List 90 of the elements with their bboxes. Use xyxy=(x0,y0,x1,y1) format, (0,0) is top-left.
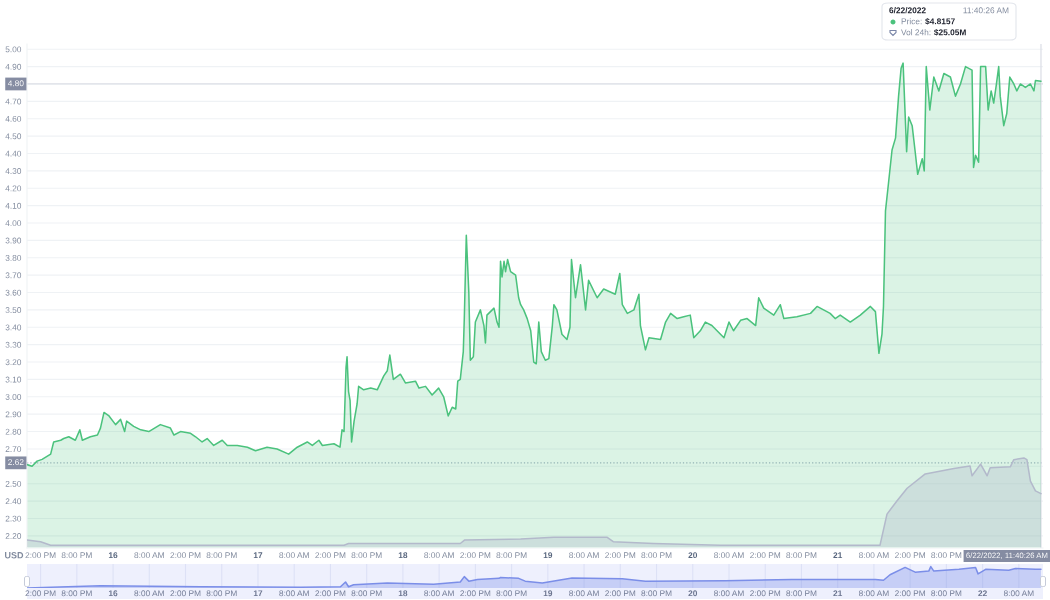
y-tick-label: 2.20 xyxy=(5,533,22,539)
x-tick-label: 8:00 PM xyxy=(61,552,92,559)
y-tick-label: 3.20 xyxy=(5,359,22,366)
x-tick-label: 8:00 AM xyxy=(134,552,164,559)
x-tick-label: 8:00 PM xyxy=(931,590,962,597)
y-tick-label: 3.40 xyxy=(5,324,22,331)
text: $25.05M xyxy=(934,28,966,36)
y-tick-label: 3.90 xyxy=(5,237,22,244)
y-tick-label: 2.30 xyxy=(5,515,22,522)
x-tick-label: 17 xyxy=(253,552,263,559)
x-tick-label: 2:00 PM xyxy=(170,590,201,597)
x-tick-label: 8:00 AM xyxy=(279,552,309,559)
x-tick-label: 8:00 AM xyxy=(424,552,454,559)
text: $4.8157 xyxy=(925,17,955,25)
x-tick-label: 8:00 AM xyxy=(1003,590,1034,597)
y-tick-label: 4.00 xyxy=(5,220,22,227)
y-tick-label: 4.20 xyxy=(5,185,22,192)
y-tick-label: 2.50 xyxy=(5,480,22,487)
y-tick-label: 3.80 xyxy=(5,254,22,261)
y-tick-label: 2.90 xyxy=(5,411,22,418)
x-tick-label: 8:00 PM xyxy=(351,590,382,597)
y-tick-label: 3.60 xyxy=(5,289,22,296)
y-tick-label: 2.40 xyxy=(5,498,22,505)
x-tick-label: 8:00 AM xyxy=(134,590,164,597)
x-tick-label: 8:00 PM xyxy=(61,590,92,597)
x-tick-label: 8:00 AM xyxy=(424,590,454,597)
y-tick-label: 4.60 xyxy=(5,115,22,122)
x-tick-label: 21 xyxy=(833,552,843,559)
x-tick-label: 8:00 AM xyxy=(714,590,744,597)
x-tick-label: 16 xyxy=(108,552,118,559)
x-tick-label: 8:00 PM xyxy=(496,590,527,597)
x-tick-label: 21 xyxy=(833,590,843,597)
x-tick-label: 8:00 PM xyxy=(786,590,817,597)
y-axis-title: USD xyxy=(5,552,24,559)
x-tick-label: 16 xyxy=(108,590,118,597)
x-tick-label: 8:00 PM xyxy=(641,590,672,597)
y-tick-label: 4.30 xyxy=(5,168,22,174)
y-tick-label: 2.80 xyxy=(5,428,22,435)
x-tick-label: 8:00 AM xyxy=(279,590,309,597)
ref-line-label: 2.62 xyxy=(8,459,24,466)
y-tick-label: 3.30 xyxy=(5,341,22,348)
x-tick-label: 8:00 AM xyxy=(569,552,599,559)
x-tick-label: 8:00 PM xyxy=(206,552,237,559)
y-tick-label: 4.70 xyxy=(5,98,22,105)
x-tick-label: 2:00 PM xyxy=(895,590,925,597)
text: 6/22/2022 xyxy=(889,7,926,14)
x-tick-label: 2:00 PM xyxy=(170,552,201,559)
x-tick-label: 2:00 PM xyxy=(315,552,346,559)
x-tick-label: 2:00 PM xyxy=(750,552,781,559)
x-tick-label: 8:00 PM xyxy=(206,590,237,597)
x-tick-label: 8:00 PM xyxy=(641,552,672,559)
x-tick-label: 8:00 AM xyxy=(858,552,889,559)
text: 11:40:26 AM xyxy=(963,7,1009,14)
x-tick-label: 8:00 PM xyxy=(931,552,962,559)
y-tick-label: 4.40 xyxy=(5,150,22,157)
y-tick-label: 5.00 xyxy=(5,46,22,53)
x-tick-label: 2:00 PM xyxy=(25,552,56,559)
x-tick-label: 8:00 AM xyxy=(569,590,599,597)
x-tick-label: 2:00 PM xyxy=(605,590,636,597)
x-tick-label: 8:00 AM xyxy=(858,590,889,597)
ref-line-label: 4.80 xyxy=(7,80,24,87)
y-tick-label: 3.00 xyxy=(5,394,22,400)
y-tick-label: 4.90 xyxy=(5,63,22,70)
x-tick-label: 8:00 PM xyxy=(351,552,382,559)
x-tick-label: 2:00 PM xyxy=(605,552,636,559)
x-tick-label: 19 xyxy=(543,590,553,597)
y-tick-label: 3.10 xyxy=(5,376,22,383)
x-tick-label: 8:00 PM xyxy=(496,552,527,559)
x-tick-label: 2:00 PM xyxy=(460,590,491,597)
x-tick-label: 2:00 PM xyxy=(460,552,491,559)
x-tick-label: 18 xyxy=(398,590,408,597)
x-tick-label: 20 xyxy=(688,552,698,559)
x-tick-label: 18 xyxy=(398,552,408,559)
y-tick-label: 3.70 xyxy=(5,272,22,279)
y-tick-label: 4.50 xyxy=(5,133,22,140)
text: Price: xyxy=(901,18,922,25)
x-tick-label: 2:00 PM xyxy=(315,590,346,597)
x-tick-label: 8:00 AM xyxy=(714,552,744,559)
x-tick-label: 20 xyxy=(688,590,698,597)
x-tick-label: 2:00 PM xyxy=(895,552,925,559)
x-tick-label: 8:00 PM xyxy=(786,552,817,559)
x-tick-label: 2:00 PM xyxy=(750,590,781,597)
y-tick-label: 2.70 xyxy=(5,446,22,453)
y-tick-label: 3.50 xyxy=(5,307,22,314)
x-tick-label: 2:00 PM xyxy=(25,590,56,597)
x-tick-label: 22 xyxy=(978,590,987,597)
x-tick-label: 19 xyxy=(543,552,553,559)
text: Vol 24h: xyxy=(901,29,931,36)
y-tick-label: 4.10 xyxy=(5,202,22,209)
x-tick-label: 17 xyxy=(253,590,263,597)
